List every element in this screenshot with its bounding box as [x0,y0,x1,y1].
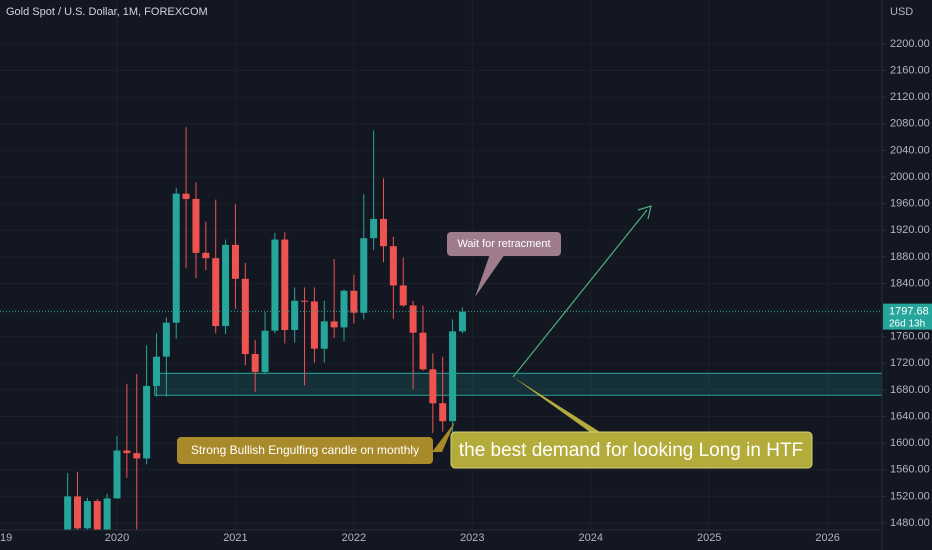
candle-body [399,285,407,306]
candle-body [370,218,378,239]
candle-body [310,301,318,349]
candle-body [261,330,269,372]
y-tick-label: 1840.00 [890,277,930,289]
y-tick-label: 1560.00 [890,464,930,476]
y-tick-label: 1480.00 [890,517,930,529]
y-tick-label: 1720.00 [890,357,930,369]
candle-body [320,321,328,349]
candle-body [192,198,200,253]
candle-body [439,403,447,422]
annotation: Strong Bullish Engulfing candle on month… [191,443,419,457]
candle-body [123,450,131,454]
candle-body [389,246,397,286]
y-tick-label: 1920.00 [890,224,930,236]
candle-body [340,290,348,328]
plot-area [0,127,882,530]
candle-body [182,193,190,199]
candle-body [152,356,160,386]
x-tick-label: 2026 [815,532,839,544]
callout-box [450,431,813,469]
chart-title: Gold Spot / U.S. Dollar, 1M, FOREXCOM [6,6,208,18]
callout-box [447,232,561,256]
y-tick-label: 1960.00 [890,198,930,210]
candle-body [449,331,457,422]
candle-body [330,321,338,328]
candle-body [172,193,180,323]
y-tick-label: 2120.00 [890,91,930,103]
y-tick-label: 1880.00 [890,251,930,263]
projection-arrow [512,209,648,378]
candle-body [379,218,387,247]
candle-body [458,311,466,332]
y-tick-label: 1520.00 [890,490,930,502]
candle-body [212,258,220,327]
candle-body [133,453,141,459]
callout-box [177,437,433,464]
annotation: Wait for retracment [457,238,550,250]
candle-body [241,278,249,354]
candle-body [162,322,170,357]
last-price-label: 1797.68 [889,306,929,318]
candle-body [419,332,427,370]
candle-body [93,501,101,530]
y-tick-label: 1600.00 [890,437,930,449]
last-price-box [883,303,932,330]
currency-label: USD [890,6,913,18]
callout-tail [432,422,455,452]
y-tick-label: 2200.00 [890,38,930,50]
candle-body [64,496,72,530]
candle-body [251,353,259,372]
callout-tail [475,254,505,297]
candle-body [429,369,437,404]
x-tick-label: 2021 [223,532,247,544]
x-tick-label: 2023 [460,532,484,544]
demand-zone [154,372,882,396]
arrow-head [637,205,652,220]
candle-body [301,300,309,302]
y-tick-label: 2000.00 [890,171,930,183]
candle-body [231,244,239,279]
y-tick-label: 2160.00 [890,64,930,76]
x-tick-label: 19 [0,532,12,544]
candle-body [202,252,210,259]
candle-body [143,385,151,459]
candle-body [83,501,91,529]
y-tick-label: 2040.00 [890,144,930,156]
x-tick-label: 2024 [579,532,603,544]
candle-body [409,305,417,333]
y-tick-label: 1680.00 [890,384,930,396]
candle-body [360,238,368,313]
candle-body [281,239,289,331]
y-tick-label: 2080.00 [890,118,930,130]
candle-body [222,244,230,327]
candle-body [350,290,358,313]
y-tick-label: 1760.00 [890,331,930,343]
x-tick-label: 2022 [342,532,366,544]
candle-body [291,300,299,331]
countdown-label: 26d 13h [889,318,925,329]
candle-body [113,450,121,499]
callout-tail [513,377,600,432]
y-tick-label: 1640.00 [890,410,930,422]
candle-body [271,239,279,331]
candle-body [74,496,82,529]
annotation: the best demand for looking Long in HTF [459,440,803,461]
x-tick-label: 2020 [105,532,129,544]
candle-body [103,498,111,530]
x-tick-label: 2025 [697,532,721,544]
